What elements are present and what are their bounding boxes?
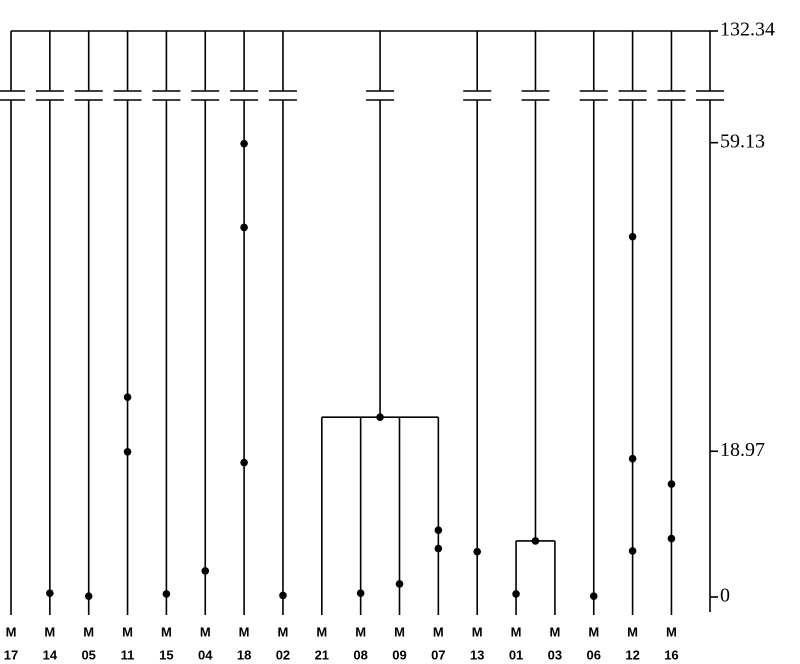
leaf-label: M bbox=[472, 624, 483, 639]
axis-break-gap bbox=[190, 91, 221, 100]
event-dot bbox=[628, 547, 637, 555]
y-tick-label: 132.34 bbox=[720, 19, 775, 41]
leaf-label: M bbox=[588, 624, 599, 639]
axis-break-gap bbox=[34, 91, 65, 100]
leaf-label: 07 bbox=[431, 647, 445, 662]
leaf-label: M bbox=[200, 624, 211, 639]
event-dot bbox=[240, 139, 248, 148]
event-dot bbox=[240, 458, 248, 467]
leaf-label: M bbox=[394, 624, 405, 639]
leaf-label: 11 bbox=[121, 647, 135, 662]
event-dot bbox=[667, 534, 676, 543]
axis-break-gap bbox=[267, 91, 298, 100]
leaf-label: M bbox=[316, 624, 327, 639]
axis-break-gap bbox=[151, 91, 182, 100]
leaf-label: M bbox=[44, 624, 55, 639]
leaf-label: M bbox=[355, 624, 366, 639]
event-dot bbox=[46, 589, 54, 597]
leaf-label: 03 bbox=[548, 647, 562, 662]
leaf-label: 16 bbox=[664, 647, 678, 662]
event-dot bbox=[201, 567, 210, 575]
leaf-label: 02 bbox=[276, 647, 290, 662]
axis-break-gap bbox=[0, 91, 26, 100]
leaf-label: 17 bbox=[4, 647, 18, 662]
axis-break-gap bbox=[462, 91, 493, 100]
leaf-label: M bbox=[122, 624, 133, 639]
y-tick-label: 18.97 bbox=[720, 439, 765, 461]
axis-break-gap bbox=[656, 91, 687, 100]
leaf-label: M bbox=[239, 624, 250, 639]
leaf-label: 04 bbox=[198, 647, 213, 662]
leaf-label: 12 bbox=[625, 647, 639, 662]
leaf-label: M bbox=[278, 624, 289, 639]
leaf-label: M bbox=[433, 624, 444, 639]
axis-break-gap bbox=[578, 91, 609, 100]
axis-break-gap bbox=[73, 91, 104, 100]
leaf-label: 14 bbox=[43, 647, 58, 662]
axis-break-gap bbox=[617, 91, 648, 100]
leaf-label: M bbox=[161, 624, 172, 639]
leaf-label: 08 bbox=[353, 647, 367, 662]
event-dot bbox=[240, 223, 248, 232]
event-dot bbox=[434, 544, 443, 553]
event-dot bbox=[531, 537, 540, 545]
leaf-label: M bbox=[627, 624, 638, 639]
leaf-label: 06 bbox=[587, 647, 601, 662]
leaf-label: M bbox=[549, 624, 560, 639]
event-dot bbox=[279, 591, 287, 600]
leaf-label: M bbox=[666, 624, 677, 639]
y-tick-label: 0 bbox=[720, 585, 730, 607]
event-dot bbox=[512, 590, 520, 598]
event-dot bbox=[628, 232, 637, 241]
event-dot bbox=[589, 592, 598, 601]
event-dot bbox=[123, 447, 132, 456]
axis-break-gap bbox=[520, 91, 551, 100]
axis-break-gap bbox=[695, 91, 725, 100]
event-dot bbox=[123, 393, 132, 402]
event-dot bbox=[667, 480, 676, 488]
leaf-label: M bbox=[83, 624, 94, 639]
leaf-label: 21 bbox=[315, 647, 329, 662]
axis-break-gap bbox=[229, 91, 260, 100]
y-tick-label: 59.13 bbox=[720, 130, 765, 152]
axis-break-gap bbox=[365, 91, 396, 100]
event-dot bbox=[473, 547, 482, 556]
event-dot bbox=[162, 590, 171, 598]
leaf-label: 15 bbox=[159, 647, 173, 662]
event-dot bbox=[356, 589, 365, 597]
axis-break-gap bbox=[112, 91, 143, 100]
leaf-label: 09 bbox=[392, 647, 406, 662]
leaf-label: M bbox=[6, 624, 17, 639]
event-dot bbox=[395, 580, 404, 588]
leaf-label: 18 bbox=[237, 647, 251, 662]
leaf-label: 13 bbox=[470, 647, 484, 662]
event-dot bbox=[376, 413, 384, 422]
event-dot bbox=[628, 454, 637, 463]
event-dot bbox=[434, 526, 443, 534]
leaf-label: M bbox=[511, 624, 522, 639]
event-dot bbox=[84, 592, 93, 601]
leaf-label: 05 bbox=[81, 647, 95, 662]
leaf-label: 01 bbox=[509, 647, 523, 662]
